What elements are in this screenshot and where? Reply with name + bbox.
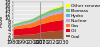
Y-axis label: Mtoe: Mtoe [0, 14, 4, 27]
Legend: Other renewables, Biomass, Hydro, Nuclear, Gas, Oil, Coal: Other renewables, Biomass, Hydro, Nuclea… [66, 4, 100, 38]
